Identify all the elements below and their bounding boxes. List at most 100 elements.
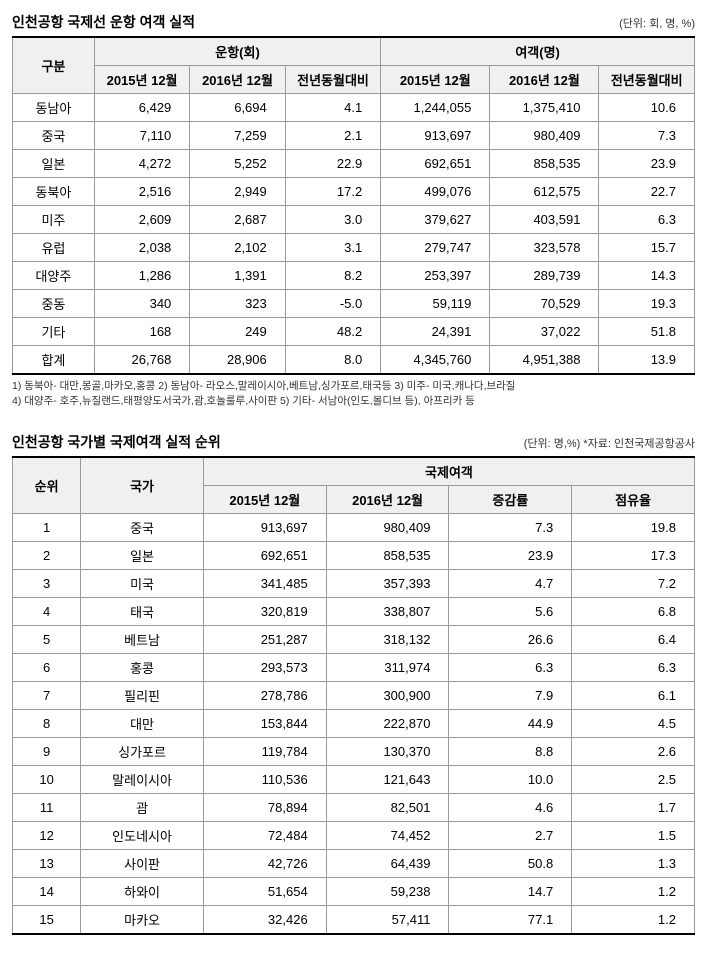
table-row: 9싱가포르119,784130,3708.82.6 — [13, 738, 695, 766]
cell-rank: 6 — [13, 654, 81, 682]
table1-body: 동남아6,4296,6944.11,244,0551,375,41010.6중국… — [13, 94, 695, 375]
cell-p2015: 78,894 — [203, 794, 326, 822]
th-p2015: 2015년 12월 — [381, 66, 490, 94]
section-flights-passengers: 인천공항 국제선 운항 여객 실적 (단위: 회, 명, %) 구분 운항(회)… — [12, 12, 695, 408]
table-row: 15마카오32,42657,41177.11.2 — [13, 906, 695, 935]
th-passengers: 여객(명) — [381, 37, 695, 66]
table-row: 유럽2,0382,1023.1279,747323,57815.7 — [13, 234, 695, 262]
cell-p2016: 403,591 — [490, 206, 599, 234]
cell-change: 6.3 — [449, 654, 572, 682]
cell-pyoy: 13.9 — [599, 346, 695, 375]
cell-p2016: 59,238 — [326, 878, 449, 906]
cell-region: 중국 — [13, 122, 95, 150]
cell-fyoy: 8.0 — [285, 346, 380, 375]
cell-rank: 1 — [13, 514, 81, 542]
cell-rank: 11 — [13, 794, 81, 822]
cell-f2015: 4,272 — [94, 150, 189, 178]
cell-country: 베트남 — [81, 626, 204, 654]
cell-share: 6.4 — [572, 626, 695, 654]
table2: 순위 국가 국제여객 2015년 12월 2016년 12월 증감률 점유율 1… — [12, 456, 695, 935]
cell-share: 7.2 — [572, 570, 695, 598]
cell-pyoy: 14.3 — [599, 262, 695, 290]
cell-p2015: 153,844 — [203, 710, 326, 738]
table1: 구분 운항(회) 여객(명) 2015년 12월 2016년 12월 전년동월대… — [12, 36, 695, 375]
cell-share: 2.6 — [572, 738, 695, 766]
cell-fyoy: 17.2 — [285, 178, 380, 206]
cell-f2015: 2,516 — [94, 178, 189, 206]
th-fyoy: 전년동월대비 — [285, 66, 380, 94]
cell-f2016: 2,102 — [190, 234, 285, 262]
cell-p2016: 74,452 — [326, 822, 449, 850]
cell-p2016: 70,529 — [490, 290, 599, 318]
cell-p2016: 357,393 — [326, 570, 449, 598]
cell-p2016: 858,535 — [490, 150, 599, 178]
th-share: 점유율 — [572, 486, 695, 514]
cell-fyoy: 3.1 — [285, 234, 380, 262]
table-row: 중국7,1107,2592.1913,697980,4097.3 — [13, 122, 695, 150]
cell-share: 1.3 — [572, 850, 695, 878]
cell-rank: 8 — [13, 710, 81, 738]
th-flights: 운항(회) — [94, 37, 380, 66]
table-row: 동남아6,4296,6944.11,244,0551,375,41010.6 — [13, 94, 695, 122]
th-change: 증감률 — [449, 486, 572, 514]
cell-p2016: 323,578 — [490, 234, 599, 262]
table1-footnote: 1) 동북아- 대만,몽골,마카오,홍콩 2) 동남아- 라오스,말레이시아,베… — [12, 379, 695, 408]
table-row: 1중국913,697980,4097.319.8 — [13, 514, 695, 542]
cell-rank: 13 — [13, 850, 81, 878]
footnote-line2: 4) 대양주- 호주,뉴질랜드,태평양도서국가,괌,호놀룰루,사이판 5) 기타… — [12, 394, 695, 409]
cell-f2015: 2,038 — [94, 234, 189, 262]
cell-f2016: 249 — [190, 318, 285, 346]
cell-change: 2.7 — [449, 822, 572, 850]
table2-head: 순위 국가 국제여객 2015년 12월 2016년 12월 증감률 점유율 — [13, 457, 695, 514]
cell-pyoy: 22.7 — [599, 178, 695, 206]
cell-f2016: 5,252 — [190, 150, 285, 178]
table-row: 3미국341,485357,3934.77.2 — [13, 570, 695, 598]
cell-country: 말레이시아 — [81, 766, 204, 794]
cell-p2015: 913,697 — [203, 514, 326, 542]
th-f2015: 2015년 12월 — [94, 66, 189, 94]
cell-f2015: 6,429 — [94, 94, 189, 122]
cell-country: 괌 — [81, 794, 204, 822]
cell-region: 기타 — [13, 318, 95, 346]
cell-rank: 3 — [13, 570, 81, 598]
cell-p2015: 253,397 — [381, 262, 490, 290]
cell-p2016: 311,974 — [326, 654, 449, 682]
cell-p2015: 251,287 — [203, 626, 326, 654]
cell-country: 태국 — [81, 598, 204, 626]
th-f2016: 2016년 12월 — [190, 66, 285, 94]
cell-p2015: 24,391 — [381, 318, 490, 346]
cell-p2016: 1,375,410 — [490, 94, 599, 122]
cell-f2016: 2,949 — [190, 178, 285, 206]
th-country: 국가 — [81, 457, 204, 514]
th-pyoy: 전년동월대비 — [599, 66, 695, 94]
cell-share: 1.2 — [572, 878, 695, 906]
cell-p2015: 279,747 — [381, 234, 490, 262]
cell-rank: 5 — [13, 626, 81, 654]
table1-title: 인천공항 국제선 운항 여객 실적 — [12, 12, 195, 32]
cell-rank: 2 — [13, 542, 81, 570]
cell-rank: 10 — [13, 766, 81, 794]
cell-p2015: 341,485 — [203, 570, 326, 598]
cell-p2016: 338,807 — [326, 598, 449, 626]
cell-p2016: 121,643 — [326, 766, 449, 794]
cell-share: 1.7 — [572, 794, 695, 822]
cell-p2016: 858,535 — [326, 542, 449, 570]
cell-p2015: 72,484 — [203, 822, 326, 850]
table-row: 4태국320,819338,8075.66.8 — [13, 598, 695, 626]
table2-title: 인천공항 국가별 국제여객 실적 순위 — [12, 432, 221, 452]
cell-p2015: 320,819 — [203, 598, 326, 626]
cell-p2016: 57,411 — [326, 906, 449, 935]
cell-region: 합계 — [13, 346, 95, 375]
section-country-rank: 인천공항 국가별 국제여객 실적 순위 (단위: 명,%) *자료: 인천국제공… — [12, 432, 695, 935]
cell-share: 19.8 — [572, 514, 695, 542]
cell-rank: 9 — [13, 738, 81, 766]
cell-pyoy: 19.3 — [599, 290, 695, 318]
cell-change: 7.3 — [449, 514, 572, 542]
cell-pyoy: 10.6 — [599, 94, 695, 122]
cell-p2015: 379,627 — [381, 206, 490, 234]
cell-country: 인도네시아 — [81, 822, 204, 850]
cell-pyoy: 6.3 — [599, 206, 695, 234]
cell-change: 77.1 — [449, 906, 572, 935]
cell-region: 대양주 — [13, 262, 95, 290]
cell-rank: 14 — [13, 878, 81, 906]
